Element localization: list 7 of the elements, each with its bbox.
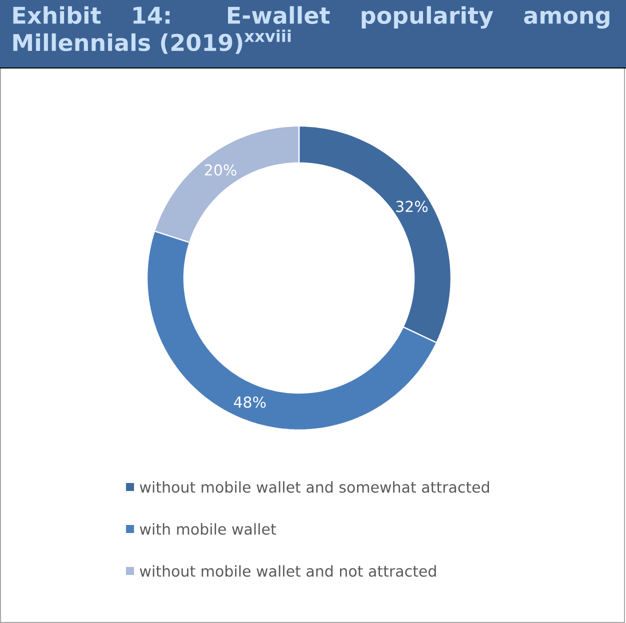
data-label: 48%: [234, 396, 266, 408]
legend-label: without mobile wallet and not attracted: [140, 565, 436, 577]
data-label: 32%: [396, 200, 428, 212]
chart-title: Exhibit 14: E-wallet popularity among Millennials (2019)$^{xxviii}$: [13, 6, 610, 54]
legend-label: with mobile wallet: [140, 523, 276, 535]
legend-label: without mobile wallet and somewhat attracted: [140, 481, 489, 493]
data-label: 20%: [204, 164, 236, 176]
